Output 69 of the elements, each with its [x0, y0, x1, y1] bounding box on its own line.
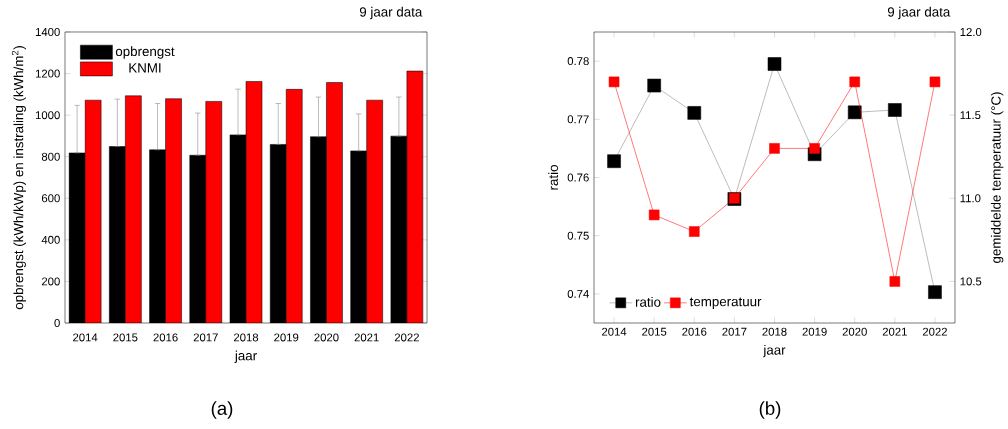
point [769, 143, 780, 154]
point [767, 57, 782, 71]
x-tick-label: 2022 [394, 333, 419, 342]
bar [205, 101, 223, 323]
x-tick-label: 2018 [762, 327, 787, 336]
bar [165, 98, 182, 323]
text: (a) [211, 401, 233, 419]
x-axis-title: jaar [763, 344, 786, 358]
y-tick-label: 600 [41, 194, 60, 203]
legend-label: opbrengst [115, 46, 175, 59]
bar [125, 95, 142, 323]
x-tick-label: 2016 [153, 333, 178, 342]
point [648, 209, 660, 221]
bar [366, 99, 383, 323]
point [687, 106, 702, 120]
point [608, 76, 620, 88]
legend-label: KNMI [129, 63, 161, 73]
x-tick-label: 2014 [602, 327, 627, 336]
y-tick-label: 0.76 [567, 173, 589, 182]
x-tick-label: 2021 [882, 327, 907, 336]
point [689, 226, 700, 237]
point [847, 105, 862, 120]
point [928, 285, 942, 299]
y-tick-label: 0.78 [567, 57, 589, 66]
y-axis-title: ratio [548, 165, 559, 190]
x-tick-label: 2017 [193, 333, 218, 342]
x-tick-label: 2019 [802, 327, 827, 336]
y-tick-label: 0.75 [567, 231, 589, 240]
x-tick-label: 2022 [922, 327, 947, 336]
legend-label: temperatuur [689, 297, 762, 309]
text: (b) [759, 401, 781, 419]
chart-title: 9 jaar data [887, 6, 951, 20]
x-tick-label: 2016 [682, 327, 707, 336]
y-tick-label: 400 [41, 235, 60, 244]
y-tick-label: 0 [54, 319, 60, 328]
y-tick-label: 1000 [35, 111, 60, 120]
point [849, 76, 860, 88]
y-tick-label: 1400 [35, 28, 60, 37]
y2-tick-label: 11.5 [960, 111, 981, 120]
y-tick-label: 0.77 [567, 115, 589, 124]
point [889, 276, 901, 287]
point [809, 143, 820, 154]
point [929, 76, 941, 88]
legend-label: ratio [635, 297, 661, 307]
x-tick-label: 2020 [314, 333, 339, 342]
x-axis-title: jaar [234, 350, 257, 363]
point [647, 78, 661, 93]
x-tick-label: 2019 [274, 333, 299, 342]
x-tick-label: 2015 [113, 333, 138, 342]
y-axis-title: opbrengst (kWh/kWp) en instraling (kWh/m$^{2}$) [11, 46, 26, 310]
y-tick-label: 200 [41, 277, 60, 286]
y-tick-label: 800 [41, 152, 60, 161]
x-tick-label: 2020 [842, 327, 867, 336]
point [888, 103, 902, 117]
point [607, 154, 621, 168]
y2-tick-label: 12.0 [960, 27, 982, 36]
x-tick-label: 2015 [642, 327, 667, 336]
y-tick-label: 1200 [35, 69, 60, 78]
y2-tick-label: 10.5 [960, 277, 982, 286]
bar [285, 89, 303, 323]
chart-title: 9 jaar data [359, 6, 423, 20]
y-tick-label: 0.74 [567, 289, 589, 298]
y2-tick-label: 11.0 [960, 194, 981, 203]
x-tick-label: 2021 [354, 333, 379, 342]
x-tick-label: 2018 [233, 333, 259, 342]
y2-axis-title: gemiddelde temperatuur (°C) [990, 92, 1004, 263]
x-tick-label: 2014 [73, 333, 98, 342]
x-tick-label: 2017 [722, 327, 747, 336]
bar [326, 82, 343, 323]
